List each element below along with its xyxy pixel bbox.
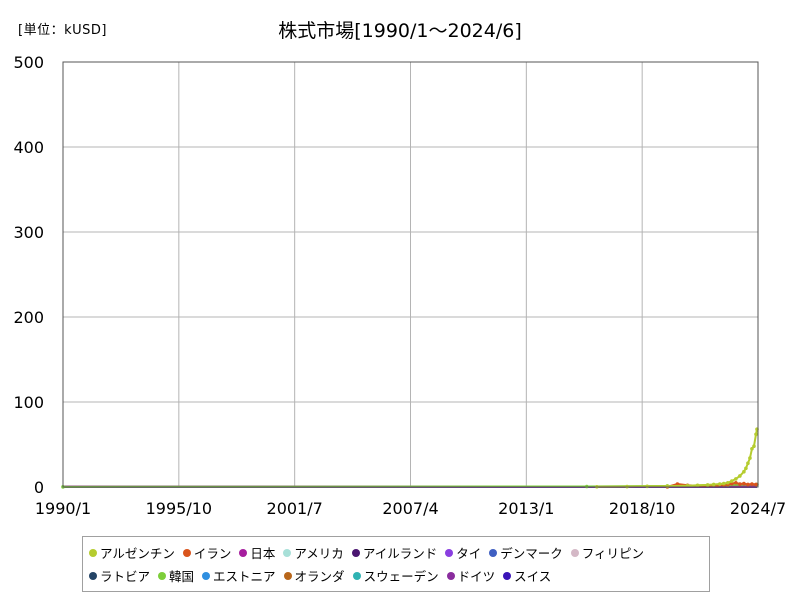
legend-label: タイ bbox=[456, 546, 482, 561]
legend-marker bbox=[489, 548, 498, 557]
data-point bbox=[734, 480, 738, 485]
series-layer bbox=[61, 427, 759, 489]
data-point bbox=[705, 483, 710, 487]
data-point bbox=[730, 481, 734, 486]
legend-marker bbox=[158, 571, 167, 580]
legend-label: アイルランド bbox=[362, 546, 438, 561]
legend-label: ラトビア bbox=[100, 569, 151, 584]
y-tick-label: 300 bbox=[13, 223, 44, 242]
data-point bbox=[746, 461, 750, 466]
x-tick-label: 2007/4 bbox=[382, 499, 438, 518]
chart-title: 株式市場[1990/1～2024/6] bbox=[278, 20, 522, 42]
data-point bbox=[711, 482, 716, 487]
data-point bbox=[730, 479, 734, 483]
legend-marker bbox=[283, 571, 292, 580]
legend-item: 韓国 bbox=[158, 566, 194, 585]
legend-label: アルゼンチン bbox=[100, 546, 175, 561]
y-tick-label: 100 bbox=[13, 393, 44, 412]
legend-marker bbox=[202, 571, 211, 580]
legend-label: オランダ bbox=[294, 569, 345, 584]
data-point bbox=[742, 469, 746, 474]
legend-marker bbox=[182, 548, 191, 557]
legend-label: スイス bbox=[514, 569, 552, 584]
legend-label: イラン bbox=[193, 546, 232, 561]
data-point bbox=[744, 466, 748, 471]
y-tick-label: 0 bbox=[34, 478, 44, 497]
legend-row-1: アルゼンチン イラン 日本 アメリカ アイルランド タイ デンマーク フィリピン bbox=[89, 543, 652, 562]
legend-label: フィリピン bbox=[581, 546, 644, 561]
data-point bbox=[738, 482, 742, 486]
data-point bbox=[725, 480, 730, 485]
data-point bbox=[750, 446, 754, 451]
x-tick-label: 2024/7 bbox=[730, 499, 786, 518]
x-tick-label: 2018/10 bbox=[609, 499, 675, 518]
data-point bbox=[754, 482, 758, 487]
legend-marker bbox=[446, 571, 455, 580]
legend-item: アイルランド bbox=[351, 543, 438, 562]
legend-label: 日本 bbox=[250, 546, 276, 561]
legend-label: エストニア bbox=[213, 569, 276, 584]
x-axis-tick-labels: 1990/1 1995/10 2001/7 2007/4 2013/1 2018/10 20… bbox=[35, 499, 786, 518]
legend-item: スイス bbox=[503, 566, 551, 585]
legend-marker bbox=[239, 548, 248, 557]
legend-item: ラトビア bbox=[89, 566, 150, 585]
legend-item: デンマーク bbox=[489, 543, 563, 562]
legend-row-2: ラトビア 韓国 エストニア オランダ スウェーデン ドイツ スイス bbox=[89, 566, 559, 585]
data-point bbox=[754, 432, 758, 437]
legend-item: フィリピン bbox=[570, 543, 644, 562]
legend-marker bbox=[351, 548, 360, 557]
data-point bbox=[746, 482, 750, 487]
legend-item: ドイツ bbox=[446, 566, 496, 585]
legend-item: エストニア bbox=[202, 566, 276, 585]
legend-marker bbox=[283, 548, 292, 557]
y-tick-label: 400 bbox=[13, 138, 44, 157]
x-tick-label: 1995/10 bbox=[146, 499, 212, 518]
x-tick-label: 1990/1 bbox=[35, 499, 91, 518]
data-point bbox=[750, 482, 754, 486]
data-point bbox=[645, 484, 650, 489]
data-point bbox=[738, 474, 742, 478]
y-axis-tick-labels: 0 100 200 300 400 500 bbox=[13, 53, 44, 497]
series-line bbox=[596, 429, 758, 488]
data-point bbox=[752, 444, 756, 449]
legend-marker bbox=[89, 548, 97, 557]
data-point bbox=[584, 484, 589, 489]
y-tick-label: 500 bbox=[13, 53, 44, 72]
legend-marker bbox=[570, 548, 579, 557]
legend-item: イラン bbox=[182, 543, 232, 562]
legend-label: ドイツ bbox=[457, 569, 496, 584]
legend-item: スウェーデン bbox=[352, 566, 439, 585]
x-tick-label: 2013/1 bbox=[498, 499, 554, 518]
x-tick-label: 2001/7 bbox=[267, 499, 323, 518]
data-point bbox=[748, 456, 752, 460]
legend-item: オランダ bbox=[283, 566, 345, 585]
legend-label: デンマーク bbox=[500, 546, 563, 561]
data-point bbox=[721, 481, 726, 486]
legend-marker bbox=[89, 571, 97, 580]
legend-item: アメリカ bbox=[283, 543, 344, 562]
data-point bbox=[734, 477, 738, 481]
legend-item: タイ bbox=[445, 543, 481, 562]
legend: アルゼンチン イラン 日本 アメリカ アイルランド タイ デンマーク フィリピン ラトビア 韓国… bbox=[82, 536, 710, 592]
legend-item: アルゼンチン bbox=[89, 543, 175, 562]
legend-marker bbox=[352, 571, 361, 580]
data-point bbox=[695, 483, 700, 488]
legend-marker bbox=[503, 571, 512, 580]
legend-label: スウェーデン bbox=[363, 569, 439, 584]
plot-area-frame bbox=[62, 61, 759, 488]
legend-label: 韓国 bbox=[169, 569, 195, 584]
series-0 bbox=[595, 427, 759, 489]
grid-lines bbox=[62, 61, 759, 488]
unit-label: [単位：kUSD] bbox=[18, 23, 107, 38]
legend-item: 日本 bbox=[239, 543, 275, 562]
legend-marker bbox=[445, 548, 454, 557]
y-tick-label: 200 bbox=[13, 308, 44, 327]
legend-label: アメリカ bbox=[294, 546, 344, 561]
data-point bbox=[717, 482, 722, 486]
data-point bbox=[742, 481, 746, 486]
